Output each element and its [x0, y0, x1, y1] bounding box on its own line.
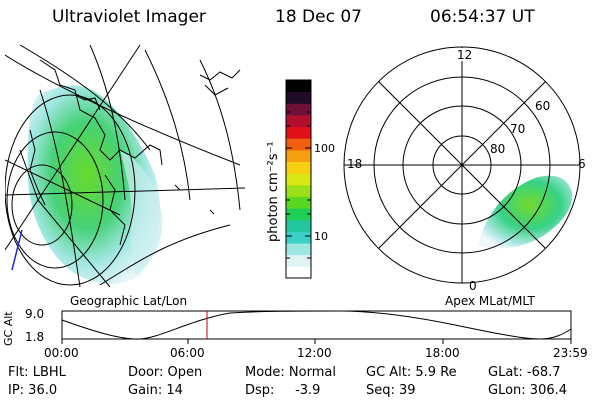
colorbar-segment: [286, 266, 311, 279]
colorbar-segment: [286, 231, 311, 244]
colorbar-segment: [286, 80, 311, 93]
colorbar-segment: [286, 173, 311, 186]
colorbar-segment: [286, 184, 311, 197]
colorbar-segment: [286, 254, 311, 267]
colorbar-segment: [286, 138, 311, 151]
info-filter: Flt: LBHL: [8, 365, 66, 380]
colorbar-tick-100: 100: [314, 142, 335, 155]
info-mode: Mode: Normal: [245, 365, 336, 380]
image-date: 18 Dec 07: [275, 7, 362, 27]
timeline-xtick-2359: 23:59: [553, 346, 588, 360]
timeline-xtick-1800: 18:00: [425, 346, 460, 360]
colorbar-segment: [286, 208, 311, 221]
altitude-curve: [61, 310, 572, 340]
aurora-emission-apex: [478, 175, 573, 249]
timeline-ytick-top: 9.0: [25, 307, 45, 321]
colorbar-frame: [285, 79, 312, 279]
colorbar-segment: [286, 149, 311, 163]
info-door: Door: Open: [128, 365, 203, 380]
info-gc-alt: GC Alt: 5.9 Re: [366, 365, 457, 380]
mlat-label-60: 60: [535, 99, 550, 113]
timeline-xtick-0000: 00:00: [44, 346, 79, 360]
info-glon: GLon: 306.4: [488, 383, 568, 398]
colorbar-segment: [286, 243, 311, 256]
info-gain: Gain: 14: [128, 383, 183, 398]
timeline-ytick-bottom: 1.8: [25, 330, 45, 344]
mlt-label-18: 18: [347, 157, 362, 171]
instrument-title: Ultraviolet Imager: [52, 7, 206, 27]
colorbar-segment: [286, 91, 311, 104]
apex-polar-plot: 12 18 6 0 60 70 80: [343, 46, 586, 293]
info-dsp: Dsp: -3.9: [245, 383, 321, 398]
image-time: 06:54:37 UT: [430, 7, 535, 27]
colorbar-unit-label: photon cm⁻²s⁻¹: [266, 141, 281, 242]
aurora-speckle-geo: [120, 150, 163, 275]
colorbar-segment: [286, 114, 311, 128]
apex-panel-label: Apex MLat/MLT: [445, 294, 535, 308]
info-seq: Seq: 39: [366, 383, 416, 398]
terminator-line: [11, 229, 23, 271]
colorbar-segment: [286, 103, 311, 116]
colorbar-ticks: [286, 111, 311, 259]
mlat-label-70: 70: [510, 122, 525, 136]
timeline-ylabel: GC Alt: [2, 311, 15, 346]
timeline-xtick-1200: 12:00: [297, 346, 332, 360]
colorbar-segment: [286, 219, 311, 232]
intensity-colorbar: [285, 79, 312, 279]
colorbar-segment: [286, 161, 311, 174]
info-glat: GLat: -68.7: [488, 365, 561, 380]
timeline-xtick-0600: 06:00: [170, 346, 205, 360]
colorbar-segment: [286, 126, 311, 139]
mlat-label-80: 80: [490, 142, 505, 156]
mlt-label-6: 6: [578, 157, 586, 171]
aurora-emission-geo: [27, 85, 160, 285]
coastline: [29, 59, 241, 246]
altitude-timeline: [61, 310, 572, 344]
mlt-label-0: 0: [469, 279, 477, 293]
mlt-label-12: 12: [457, 48, 472, 62]
geographic-map: [5, 45, 245, 287]
geographic-panel-label: Geographic Lat/Lon: [70, 294, 188, 308]
info-ip: IP: 36.0: [8, 383, 58, 398]
colorbar-segment: [286, 196, 311, 209]
colorbar-tick-10: 10: [314, 230, 328, 243]
